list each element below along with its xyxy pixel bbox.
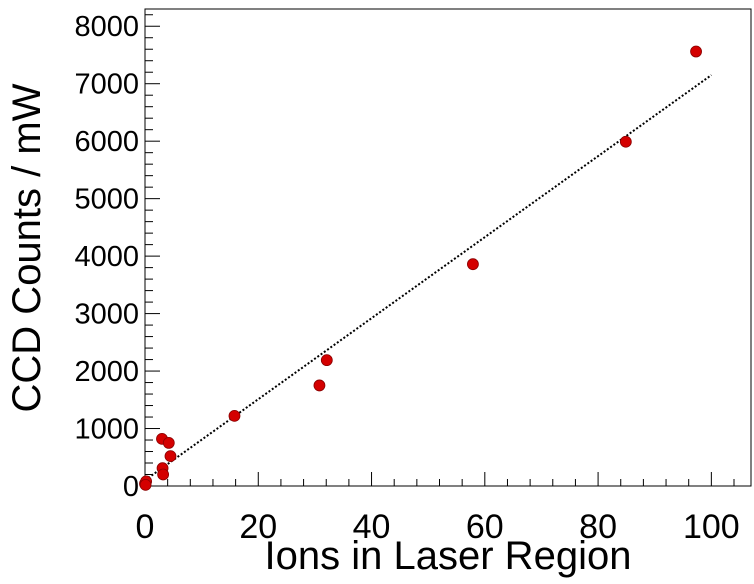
- data-point: [139, 478, 152, 491]
- data-point: [157, 468, 170, 481]
- data-point: [313, 379, 326, 392]
- data-points-layer: [139, 45, 702, 491]
- x-tick-label: 40: [353, 508, 391, 546]
- x-tick-label: 0: [136, 508, 155, 546]
- data-point: [467, 258, 479, 271]
- data-point: [320, 354, 333, 367]
- y-tick-label: 1000: [74, 414, 139, 446]
- x-axis-ticks: [144, 472, 735, 486]
- x-tick-label: 60: [466, 508, 504, 546]
- y-tick-label: 0: [123, 471, 139, 503]
- y-tick-label: 7000: [74, 69, 139, 101]
- y-tick-label: 3000: [74, 299, 139, 331]
- plot-frame: [144, 8, 752, 487]
- x-tick-label: 100: [683, 508, 740, 546]
- y-axis-tick-labels: 0 1000 2000 3000 4000 5000 6000 7000 8000: [74, 11, 139, 503]
- x-tick-label: 20: [239, 508, 277, 546]
- x-axis-tick-labels: 0 20 40 60 80 100: [136, 508, 740, 546]
- x-tick-label: 80: [579, 508, 617, 546]
- y-tick-label: 6000: [74, 126, 139, 158]
- data-point: [162, 436, 175, 449]
- x-axis-title: Ions in Laser Region: [265, 534, 632, 578]
- data-point: [164, 450, 177, 463]
- y-axis-title: CCD Counts / mW: [5, 83, 49, 412]
- data-point: [690, 45, 702, 58]
- y-tick-label: 5000: [74, 184, 139, 216]
- y-tick-label: 4000: [74, 241, 139, 273]
- data-point: [619, 135, 632, 148]
- y-tick-label: 8000: [74, 11, 139, 43]
- y-tick-label: 2000: [74, 356, 139, 388]
- data-point: [228, 409, 241, 422]
- y-axis-ticks: [145, 14, 160, 487]
